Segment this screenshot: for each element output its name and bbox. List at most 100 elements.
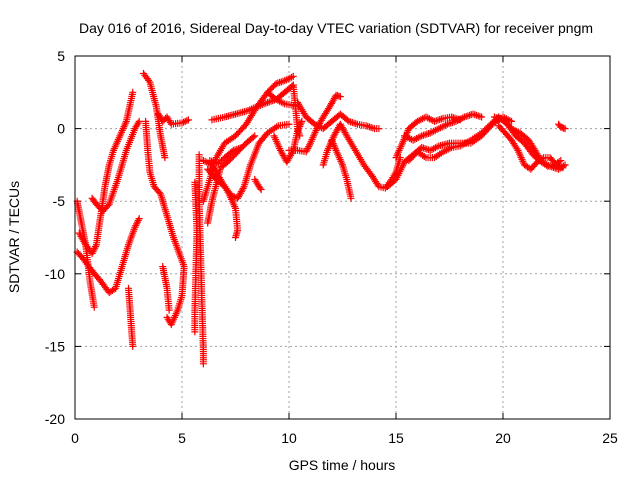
data-point-marker: [459, 114, 467, 122]
data-point-marker: [506, 116, 514, 124]
data-point-marker: [279, 99, 287, 107]
data-series-track-05: [125, 284, 137, 350]
data-point-marker: [165, 306, 173, 314]
data-point-marker: [296, 132, 304, 140]
data-series-track-14: [204, 132, 259, 227]
data-point-marker: [347, 194, 355, 202]
data-series-track-25: [328, 136, 355, 202]
data-point-marker: [433, 143, 441, 151]
x-tick-label: 15: [388, 430, 404, 446]
data-point-marker: [288, 73, 296, 81]
data-point-marker: [329, 138, 337, 146]
data-series-track-23: [289, 81, 304, 140]
data-point-marker: [375, 125, 383, 133]
data-point-marker: [559, 164, 567, 172]
data-point-marker: [328, 136, 336, 144]
data-point-marker: [135, 117, 143, 125]
data-point-marker: [129, 342, 137, 350]
data-series-track-03: [75, 88, 137, 257]
data-point-marker: [232, 234, 239, 241]
data-point-marker: [288, 148, 296, 156]
data-point-marker: [161, 154, 169, 162]
data-point-marker: [554, 162, 562, 170]
data-point-marker: [298, 117, 306, 125]
data-point-marker: [538, 155, 546, 163]
data-series-track-18: [251, 175, 265, 194]
data-series-track-26: [392, 113, 464, 162]
data-point-marker: [227, 191, 235, 199]
data-point-marker: [478, 113, 486, 121]
data-point-marker: [556, 162, 564, 170]
data-series-track-19: [264, 88, 297, 109]
data-series-track-27: [383, 113, 516, 191]
data-series-track-31: [495, 122, 567, 173]
data-point-marker: [442, 121, 450, 129]
data-point-marker: [331, 145, 339, 153]
data-point-marker: [446, 144, 454, 152]
chart-title: Day 016 of 2016, Sidereal Day-to-day VTE…: [79, 20, 593, 36]
x-tick-label: 0: [71, 430, 79, 446]
data-point-marker: [129, 88, 137, 96]
data-series-track-17: [208, 81, 297, 124]
data-point-marker: [513, 145, 521, 153]
data-point-marker: [553, 161, 560, 169]
data-point-marker: [249, 133, 257, 141]
data-series-track-07: [142, 117, 188, 329]
data-point-marker: [199, 360, 207, 368]
data-series-track-04: [88, 117, 143, 215]
x-tick-label: 5: [178, 430, 186, 446]
data-point-marker: [135, 215, 143, 223]
data-point-marker: [508, 117, 516, 125]
data-point-marker: [557, 157, 565, 165]
x-tick-label: 25: [602, 430, 618, 446]
y-tick-label: 0: [57, 121, 65, 137]
data-series-track-32: [555, 120, 569, 133]
data-point-marker: [256, 184, 264, 192]
data-point-marker: [191, 328, 199, 336]
data-point-marker: [285, 120, 293, 128]
data-point-marker: [257, 186, 265, 194]
data-point-marker: [416, 133, 424, 141]
data-series-track-16: [206, 143, 246, 167]
data-point-marker: [181, 117, 189, 125]
data-point-marker: [183, 117, 191, 125]
data-point-marker: [180, 118, 188, 126]
data-series-track-06: [139, 69, 169, 162]
data-point-marker: [420, 152, 428, 160]
data-point-marker: [329, 140, 337, 148]
data-point-marker: [238, 143, 246, 151]
y-tick-label: -15: [45, 338, 65, 354]
data-point-marker: [178, 119, 186, 127]
data-point-marker: [184, 116, 192, 124]
data-point-marker: [90, 303, 98, 311]
data-point-marker: [330, 141, 338, 149]
data-point-marker: [542, 161, 550, 169]
data-point-marker: [104, 202, 112, 210]
data-point-marker: [239, 184, 247, 192]
data-series-track-28: [401, 110, 486, 144]
data-series-track-09: [159, 263, 173, 314]
y-axis-label: SDTVAR / TECUs: [6, 181, 22, 293]
data-series-track-02: [73, 215, 143, 297]
data-point-marker: [557, 163, 565, 171]
y-tick-label: 5: [57, 48, 65, 64]
y-tick-label: -5: [53, 193, 66, 209]
data-point-marker: [336, 93, 344, 101]
axis-ticks: 0 5 10 15 20 25 -20 -15 -10 -5 0 5: [45, 48, 618, 446]
data-point-marker: [251, 132, 259, 140]
x-axis-label: GPS time / hours: [289, 457, 396, 473]
data-point-marker: [297, 119, 305, 127]
data-series-track-29: [405, 113, 569, 173]
y-tick-label: -10: [45, 266, 65, 282]
plot-frame: [74, 55, 611, 420]
data-series-track-11: [195, 151, 207, 368]
data-series-track-08: [154, 110, 192, 128]
data-point-marker: [163, 313, 171, 321]
data-point-marker: [331, 143, 339, 151]
x-tick-label: 10: [281, 430, 297, 446]
data-point-marker: [289, 72, 297, 80]
data-series-track-15: [204, 120, 293, 202]
data-point-marker: [561, 125, 569, 133]
data-points: [73, 69, 569, 368]
